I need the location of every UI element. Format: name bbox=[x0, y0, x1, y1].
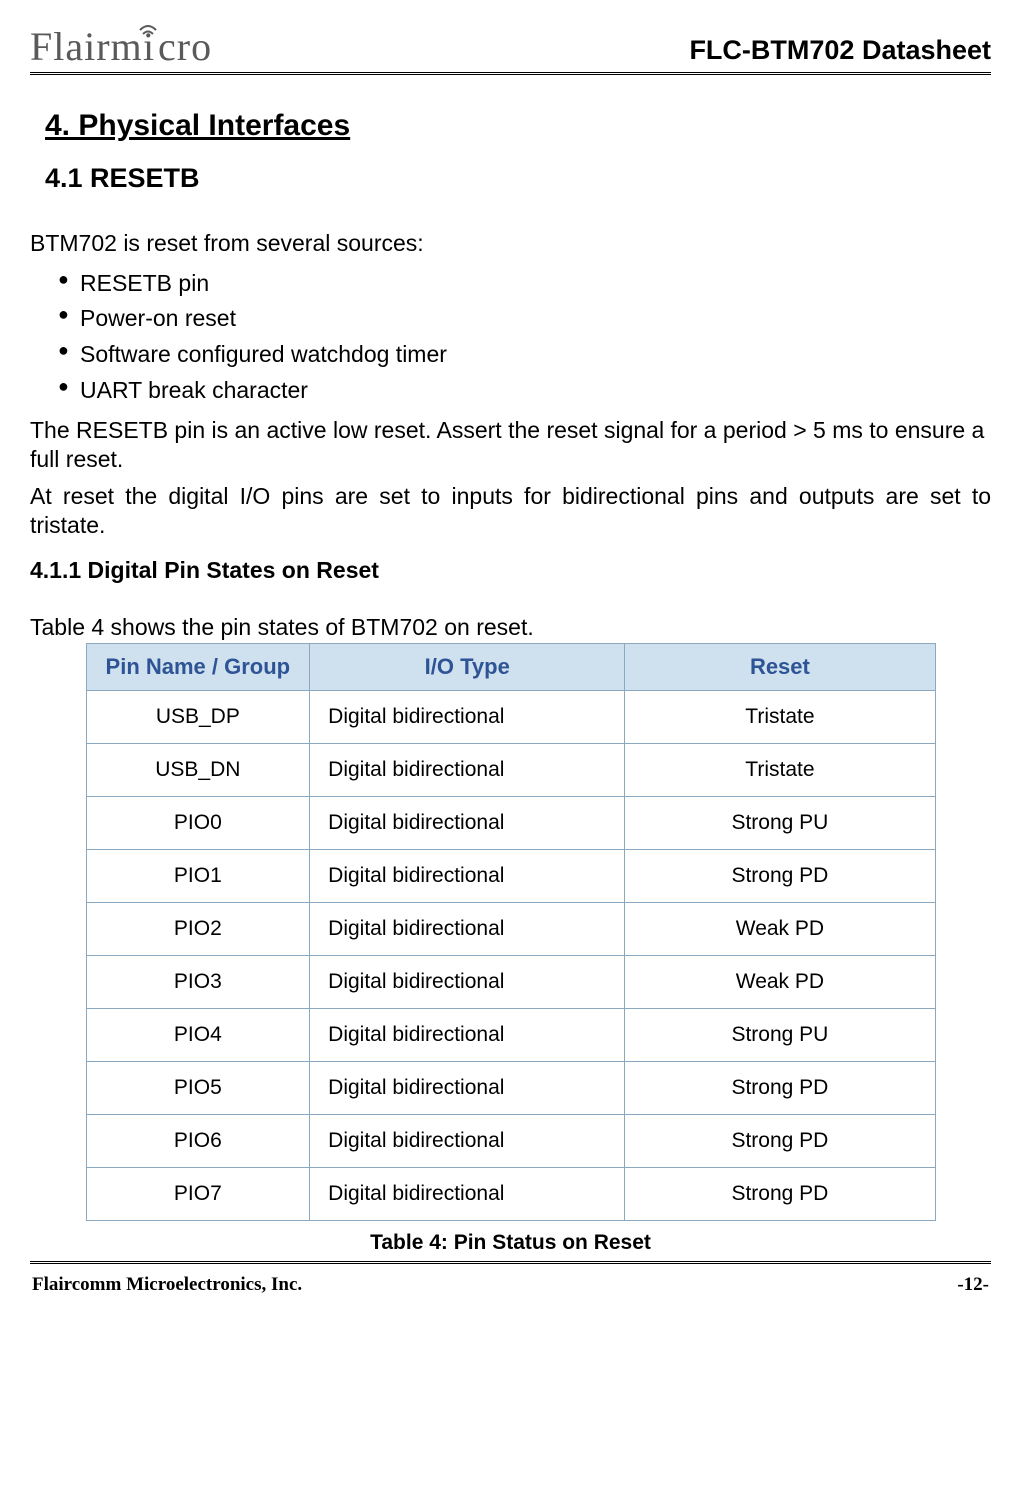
cell-io: Digital bidirectional bbox=[310, 850, 625, 903]
cell-io: Digital bidirectional bbox=[310, 1168, 625, 1221]
table-header-row: Pin Name / Group I/O Type Reset bbox=[86, 644, 935, 691]
footer-rule bbox=[30, 1261, 991, 1268]
col-header-pin: Pin Name / Group bbox=[86, 644, 310, 691]
section-heading-4-1-1: 4.1.1 Digital Pin States on Reset bbox=[30, 557, 991, 584]
cell-io: Digital bidirectional bbox=[310, 956, 625, 1009]
table-row: PIO6 Digital bidirectional Strong PD bbox=[86, 1115, 935, 1168]
cell-reset: Weak PD bbox=[625, 956, 935, 1009]
cell-pin: PIO4 bbox=[86, 1009, 310, 1062]
table-row: USB_DP Digital bidirectional Tristate bbox=[86, 691, 935, 744]
footer-company: Flaircomm Microelectronics, Inc. bbox=[32, 1274, 302, 1296]
cell-pin: PIO6 bbox=[86, 1115, 310, 1168]
list-item: Software configured watchdog timer bbox=[58, 337, 991, 373]
cell-reset: Strong PD bbox=[625, 850, 935, 903]
col-header-reset: Reset bbox=[625, 644, 935, 691]
page: Flairm cro i FLC-BTM702 Datasheet 4. Phy… bbox=[0, 0, 1021, 1316]
cell-pin: PIO2 bbox=[86, 903, 310, 956]
cell-pin: PIO5 bbox=[86, 1062, 310, 1115]
table-intro-text: Table 4 shows the pin states of BTM702 o… bbox=[30, 614, 991, 641]
cell-io: Digital bidirectional bbox=[310, 903, 625, 956]
cell-reset: Tristate bbox=[625, 744, 935, 797]
table-body: USB_DP Digital bidirectional Tristate US… bbox=[86, 691, 935, 1221]
cell-io: Digital bidirectional bbox=[310, 1115, 625, 1168]
reset-sources-list: RESETB pin Power-on reset Software confi… bbox=[58, 266, 991, 409]
table-caption: Table 4: Pin Status on Reset bbox=[30, 1231, 991, 1255]
paragraph-resetb: The RESETB pin is an active low reset. A… bbox=[30, 416, 991, 474]
cell-pin: PIO3 bbox=[86, 956, 310, 1009]
cell-io: Digital bidirectional bbox=[310, 691, 625, 744]
section-heading-4: 4. Physical Interfaces bbox=[45, 109, 991, 143]
list-item: UART break character bbox=[58, 373, 991, 409]
cell-pin: USB_DN bbox=[86, 744, 310, 797]
table-row: PIO2 Digital bidirectional Weak PD bbox=[86, 903, 935, 956]
table-row: PIO1 Digital bidirectional Strong PD bbox=[86, 850, 935, 903]
cell-io: Digital bidirectional bbox=[310, 744, 625, 797]
cell-reset: Strong PD bbox=[625, 1168, 935, 1221]
cell-io: Digital bidirectional bbox=[310, 1009, 625, 1062]
table-row: PIO3 Digital bidirectional Weak PD bbox=[86, 956, 935, 1009]
cell-pin: PIO0 bbox=[86, 797, 310, 850]
page-footer: Flaircomm Microelectronics, Inc. -12- bbox=[30, 1274, 991, 1296]
header-rule bbox=[30, 72, 991, 79]
document-title: FLC-BTM702 Datasheet bbox=[689, 35, 991, 68]
cell-reset: Weak PD bbox=[625, 903, 935, 956]
cell-reset: Tristate bbox=[625, 691, 935, 744]
cell-reset: Strong PD bbox=[625, 1115, 935, 1168]
table-row: PIO7 Digital bidirectional Strong PD bbox=[86, 1168, 935, 1221]
pin-status-table: Pin Name / Group I/O Type Reset USB_DP D… bbox=[86, 643, 936, 1221]
list-item: Power-on reset bbox=[58, 301, 991, 337]
table-row: PIO0 Digital bidirectional Strong PU bbox=[86, 797, 935, 850]
page-header: Flairm cro i FLC-BTM702 Datasheet bbox=[30, 20, 991, 68]
cell-pin: PIO1 bbox=[86, 850, 310, 903]
cell-io: Digital bidirectional bbox=[310, 797, 625, 850]
cell-reset: Strong PU bbox=[625, 797, 935, 850]
cell-reset: Strong PD bbox=[625, 1062, 935, 1115]
intro-text: BTM702 is reset from several sources: bbox=[30, 229, 991, 258]
section-heading-4-1: 4.1 RESETB bbox=[45, 163, 991, 194]
svg-text:Flairm: Flairm bbox=[30, 24, 143, 68]
footer-page-number: -12- bbox=[957, 1274, 989, 1296]
cell-io: Digital bidirectional bbox=[310, 1062, 625, 1115]
cell-reset: Strong PU bbox=[625, 1009, 935, 1062]
logo-svg: Flairm cro i bbox=[30, 20, 240, 68]
list-item: RESETB pin bbox=[58, 266, 991, 302]
col-header-io: I/O Type bbox=[310, 644, 625, 691]
company-logo: Flairm cro i bbox=[30, 20, 240, 68]
table-row: PIO5 Digital bidirectional Strong PD bbox=[86, 1062, 935, 1115]
table-row: PIO4 Digital bidirectional Strong PU bbox=[86, 1009, 935, 1062]
cell-pin: PIO7 bbox=[86, 1168, 310, 1221]
cell-pin: USB_DP bbox=[86, 691, 310, 744]
paragraph-tristate: At reset the digital I/O pins are set to… bbox=[30, 482, 991, 540]
svg-text:cro: cro bbox=[158, 24, 212, 68]
table-row: USB_DN Digital bidirectional Tristate bbox=[86, 744, 935, 797]
